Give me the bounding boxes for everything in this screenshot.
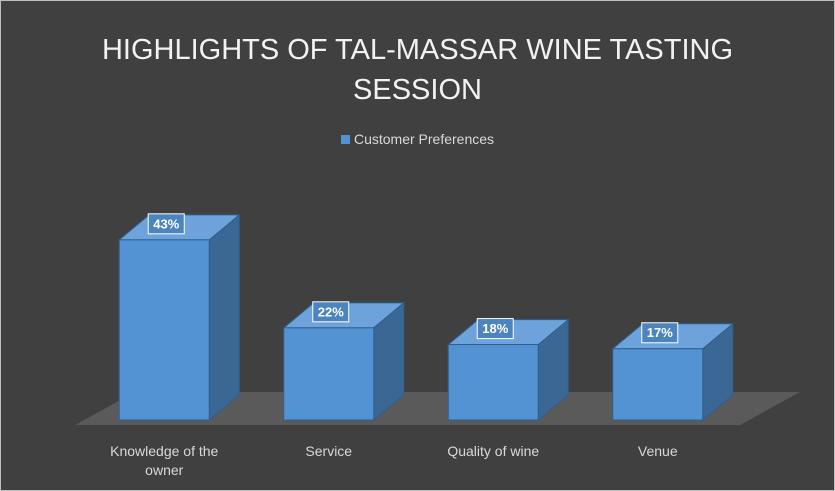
bar [118,239,210,421]
data-label: 43% [153,216,179,231]
x-tick-label: Service [305,443,353,459]
data-label-box [312,301,350,323]
data-label-box [476,318,514,340]
data-label: 17% [647,325,673,340]
legend-swatch [340,135,350,144]
data-label-box [641,322,679,344]
x-tick-label: Venue [637,443,678,459]
bar [612,348,704,421]
data-label-box [147,213,185,235]
data-label: 18% [482,321,508,336]
legend-label: Customer Preferences [353,131,495,147]
data-label: 22% [318,304,344,319]
bar [447,344,539,421]
bar [283,327,375,421]
bar-side [208,213,240,422]
chart-title: HIGHLIGHTS OF TAL-MASSAR WINE TASTING SE… [101,34,734,106]
x-tick-label: Knowledge of the owner [110,443,219,478]
legend: Customer Preferences [0,131,835,147]
x-tick-label: Quality of wine [447,443,540,459]
